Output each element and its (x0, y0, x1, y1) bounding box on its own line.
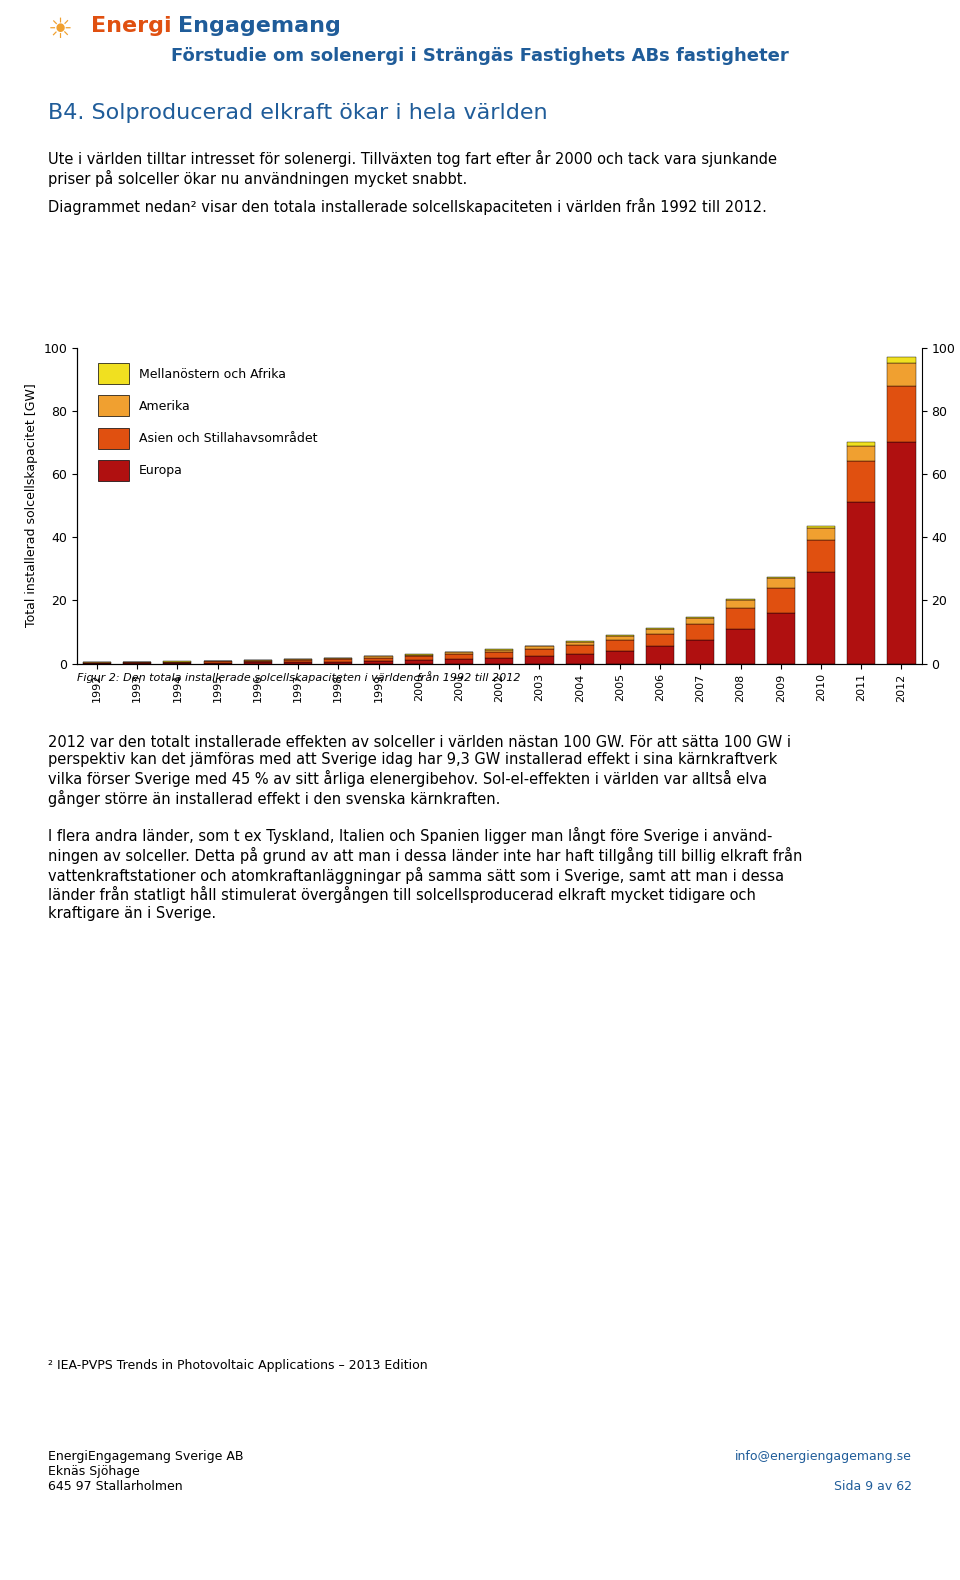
Bar (887, 386, 916, 442)
Legend: Mellanöstern och Afrika, Amerika, Asien och Stillahavsområdet, Europa: Mellanöstern och Afrika, Amerika, Asien … (91, 357, 324, 487)
Y-axis label: Total installerad solcellskapacitet [GW]: Total installerad solcellskapacitet [GW] (25, 384, 37, 627)
Bar (525, 646, 554, 649)
Bar (444, 659, 473, 664)
Bar (807, 540, 835, 572)
Text: Engagemang: Engagemang (178, 16, 341, 36)
Text: B4. Solproducerad elkraft ökar i hela världen: B4. Solproducerad elkraft ökar i hela vä… (48, 103, 547, 123)
Text: EnergiEngagemang Sverige AB
Eknäs Sjöhage
645 97 Stallarholmen: EnergiEngagemang Sverige AB Eknäs Sjöhag… (48, 1450, 244, 1493)
Bar (646, 646, 674, 664)
Text: Figur 2: Den totala installerade solcellskapaciteten i världen från 1992 till 20: Figur 2: Den totala installerade solcell… (77, 672, 520, 684)
Bar (606, 637, 634, 640)
Bar (565, 654, 593, 664)
Bar (807, 526, 835, 528)
Bar (767, 577, 795, 578)
Bar (847, 442, 876, 446)
Text: ☀: ☀ (48, 16, 73, 44)
Bar (887, 363, 916, 386)
Bar (606, 651, 634, 664)
Bar (405, 654, 433, 656)
Bar (727, 629, 755, 664)
Text: 2012 var den totalt installerade effekten av solceller i världen nästan 100 GW. : 2012 var den totalt installerade effekte… (48, 735, 803, 921)
Bar (767, 613, 795, 664)
Bar (646, 629, 674, 634)
Bar (324, 659, 352, 662)
Text: info@energiengagemang.se

Sida 9 av 62: info@energiengagemang.se Sida 9 av 62 (735, 1450, 912, 1493)
Bar (244, 660, 272, 662)
Bar (284, 660, 312, 662)
Bar (405, 656, 433, 660)
Bar (485, 659, 514, 664)
Bar (646, 634, 674, 646)
Bar (565, 645, 593, 654)
Bar (365, 660, 393, 664)
Bar (767, 588, 795, 613)
Text: ² IEA-PVPS Trends in Photovoltaic Applications – 2013 Edition: ² IEA-PVPS Trends in Photovoltaic Applic… (48, 1359, 427, 1371)
Bar (365, 657, 393, 660)
Bar (485, 653, 514, 659)
Bar (525, 649, 554, 656)
Bar (847, 461, 876, 502)
Bar (807, 572, 835, 664)
Bar (405, 660, 433, 664)
Bar (606, 640, 634, 651)
Bar (767, 578, 795, 588)
Text: Förstudie om solenergi i Strängäs Fastighets ABs fastigheter: Förstudie om solenergi i Strängäs Fastig… (171, 47, 789, 65)
Bar (727, 600, 755, 608)
Text: Ute i världen tilltar intresset för solenergi. Tillväxten tog fart efter år 2000: Ute i världen tilltar intresset för sole… (48, 150, 777, 186)
Bar (887, 357, 916, 363)
Bar (807, 528, 835, 540)
Bar (444, 653, 473, 654)
Bar (565, 641, 593, 645)
Bar (686, 640, 714, 664)
Bar (847, 446, 876, 461)
Text: Energi: Energi (91, 16, 172, 36)
Bar (727, 608, 755, 629)
Bar (525, 656, 554, 664)
Bar (284, 662, 312, 664)
Bar (485, 649, 514, 653)
Bar (686, 618, 714, 624)
Bar (887, 442, 916, 664)
Bar (324, 662, 352, 664)
Bar (444, 654, 473, 659)
Bar (847, 502, 876, 664)
Bar (686, 624, 714, 640)
Text: Diagrammet nedan² visar den totala installerade solcellskapaciteten i världen fr: Diagrammet nedan² visar den totala insta… (48, 198, 767, 215)
